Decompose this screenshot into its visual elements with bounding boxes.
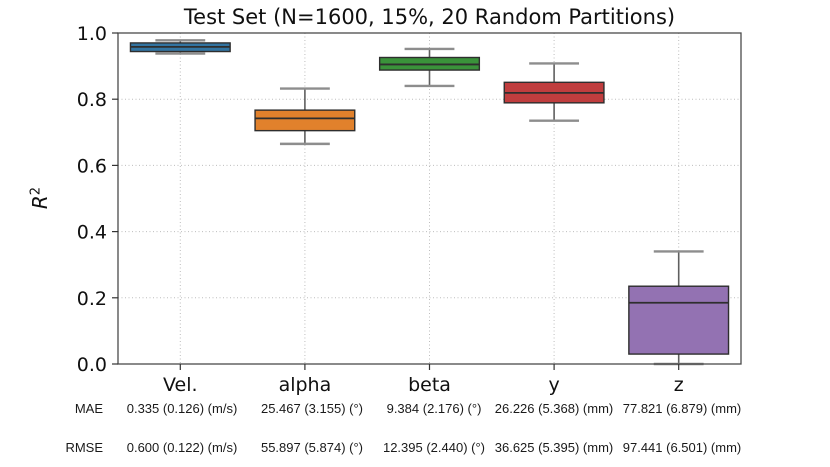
x-tick-label-vel: Vel. (163, 374, 198, 396)
y-tick-label: 0.4 (77, 222, 107, 244)
x-tick-label-alpha: alpha (279, 374, 332, 396)
mae-value-alpha: 25.467 (3.155) (°) (260, 401, 364, 416)
box-z (628, 250, 730, 366)
y-tick-label: 0.0 (77, 354, 107, 376)
rmse-value-z: 97.441 (6.501) (mm) (622, 440, 742, 455)
rmse-value-y: 36.625 (5.395) (mm) (494, 440, 614, 455)
y-tick-label: 1.0 (77, 23, 107, 45)
rmse-value-vel: 0.600 (0.122) (m/s) (126, 440, 238, 455)
x-tick-label-z: z (674, 374, 684, 396)
y-tick-label: 0.2 (77, 288, 107, 310)
x-tick-label-y: y (548, 374, 559, 396)
rmse-value-alpha: 55.897 (5.874) (°) (260, 440, 364, 455)
rmse-value-beta: 12.395 (2.440) (°) (382, 440, 486, 455)
y-tick-label: 0.8 (77, 89, 107, 111)
mae-row-label: MAE (74, 401, 103, 416)
rmse-row-label: RMSE (65, 440, 103, 455)
mae-value-z: 77.821 (6.879) (mm) (622, 401, 742, 416)
boxplot-canvas: 0.0 0.2 0.4 0.6 0.8 1.0 Vel. alpha beta y z (77, 23, 742, 396)
box-alpha (254, 87, 356, 146)
mae-value-beta: 9.384 (2.176) (°) (386, 401, 482, 416)
box-beta (378, 47, 481, 88)
mae-value-y: 26.226 (5.368) (mm) (494, 401, 614, 416)
mae-value-vel: 0.335 (0.126) (m/s) (126, 401, 238, 416)
box-vel (129, 39, 231, 55)
x-tick-label-beta: beta (408, 374, 451, 396)
box-y (503, 62, 605, 122)
y-tick-label: 0.6 (77, 155, 107, 177)
chart-title: Test Set (N=1600, 15%, 20 Random Partiti… (183, 5, 676, 29)
